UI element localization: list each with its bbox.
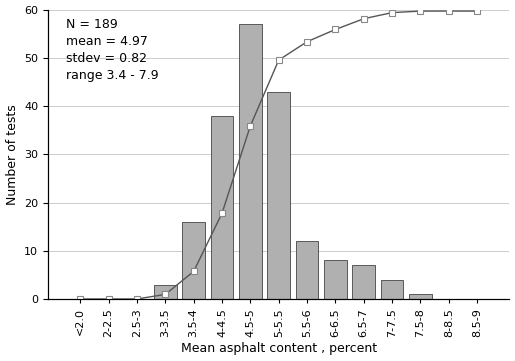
Bar	[211, 116, 233, 299]
Y-axis label: Number of tests: Number of tests	[6, 104, 19, 205]
Bar	[381, 280, 403, 299]
Bar	[267, 92, 290, 299]
X-axis label: Mean asphalt content , percent: Mean asphalt content , percent	[181, 343, 377, 356]
Bar	[296, 241, 318, 299]
Text: N = 189
mean = 4.97
stdev = 0.82
range 3.4 - 7.9: N = 189 mean = 4.97 stdev = 0.82 range 3…	[66, 18, 159, 82]
Bar	[154, 284, 177, 299]
Bar	[409, 294, 432, 299]
Bar	[182, 222, 205, 299]
Bar	[239, 24, 262, 299]
Bar	[324, 260, 347, 299]
Bar	[352, 265, 375, 299]
